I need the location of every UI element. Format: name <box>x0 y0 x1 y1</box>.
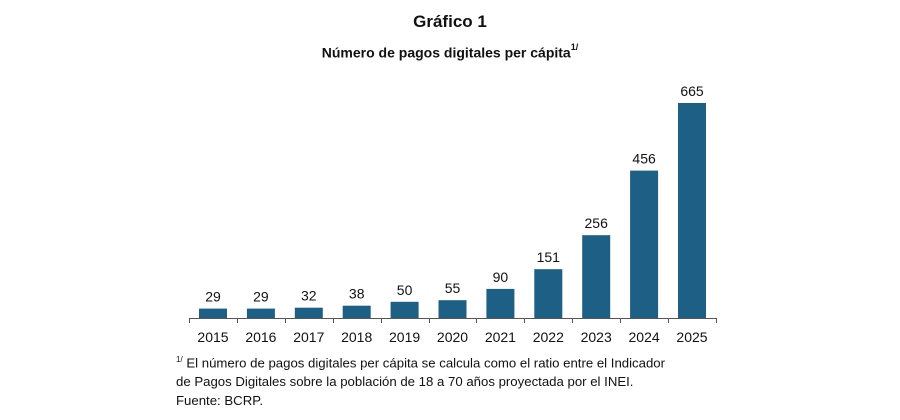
data-label-2025: 665 <box>680 83 704 99</box>
chart-subtitle: Número de pagos digitales per cápita1/ <box>0 42 900 61</box>
bar-2016 <box>246 308 275 318</box>
tick-label-2025: 2025 <box>676 329 707 345</box>
tick-label-2023: 2023 <box>581 329 612 345</box>
tick-label-2019: 2019 <box>389 329 420 345</box>
footnote-text-1: El número de pagos digitales per cápita … <box>186 355 666 371</box>
data-label-2022: 151 <box>537 249 561 265</box>
bar-2024 <box>630 170 659 318</box>
footnote-line-2: de Pagos Digitales sobre la población de… <box>176 374 634 390</box>
tick-label-2015: 2015 <box>197 329 228 345</box>
data-label-2019: 50 <box>397 282 413 298</box>
data-label-2017: 32 <box>301 288 317 304</box>
subtitle-note-marker: 1/ <box>570 42 579 52</box>
data-label-2015: 29 <box>205 289 221 305</box>
footnote-marker: 1/ <box>176 355 183 364</box>
figure-label: Gráfico 1 <box>413 12 487 31</box>
bar-2018 <box>342 305 371 318</box>
data-label-2018: 38 <box>349 286 365 302</box>
tick-label-2017: 2017 <box>293 329 324 345</box>
bar-2015 <box>199 308 227 318</box>
tick-label-2016: 2016 <box>245 329 276 345</box>
tick-label-2020: 2020 <box>437 329 468 345</box>
source-note: Fuente: BCRP. <box>176 393 263 409</box>
tick-label-2018: 2018 <box>341 329 372 345</box>
bar-2021 <box>486 288 515 318</box>
data-label-2023: 256 <box>585 215 609 231</box>
data-label-2021: 90 <box>493 269 509 285</box>
data-label-2016: 29 <box>253 289 269 305</box>
bar-2025 <box>678 103 706 318</box>
bar-2022 <box>534 269 563 318</box>
tick-label-2024: 2024 <box>629 329 660 345</box>
tick-labels-group: 2015 2016 2017 2018 2019 2020 2021 2022 2023 2024… <box>197 329 707 345</box>
bars-group <box>199 103 706 318</box>
x-axis <box>189 318 717 323</box>
tick-label-2021: 2021 <box>485 329 516 345</box>
bar-2017 <box>294 307 323 318</box>
tick-label-2022: 2022 <box>533 329 564 345</box>
data-label-2024: 456 <box>632 151 656 167</box>
data-label-2020: 55 <box>445 280 461 296</box>
chart-notes: 1/ El número de pagos digitales per cápi… <box>176 350 665 410</box>
chart-subtitle-text: Número de pagos digitales per cápita <box>321 44 571 61</box>
bar-2023 <box>582 235 611 318</box>
footnote-line-1: 1/ El número de pagos digitales per cápi… <box>176 350 665 372</box>
bar-2020 <box>438 300 467 318</box>
bar-2019 <box>390 301 419 318</box>
data-labels-group: 29 29 32 38 50 55 90 151 256 456 665 <box>205 83 704 305</box>
